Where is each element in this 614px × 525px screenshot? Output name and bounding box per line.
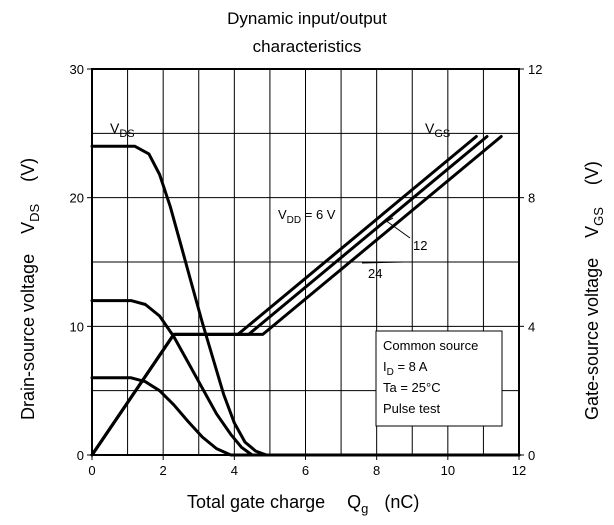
svg-text:Gate-source voltageVGS(V): Gate-source voltageVGS(V) (582, 161, 606, 420)
series-vds-vdd-6 (90, 376, 521, 457)
vdd-6v-label: VDD = 6 V (278, 207, 336, 226)
x-tick-label: 2 (160, 463, 167, 478)
y-left-tick-label: 0 (77, 448, 84, 463)
y-right-tick-label: 12 (528, 62, 542, 77)
series-vds-vdd-12 (90, 299, 521, 457)
conditions-box (375, 330, 503, 427)
vdd-12v-pointer (384, 219, 411, 239)
chart-title-line2: characteristics (253, 37, 362, 56)
x-tick-label: 12 (512, 463, 526, 478)
x-tick-label: 8 (373, 463, 380, 478)
vdd-12v-label: 12 (413, 238, 427, 253)
x-tick-label: 4 (231, 463, 238, 478)
vds-curve-label: VDS (110, 120, 135, 140)
y-right-tick-label: 8 (528, 191, 535, 206)
y-left-tick-label: 20 (70, 191, 84, 206)
conditions-line4: Pulse test (383, 401, 440, 416)
chart-title-line1: Dynamic input/output (227, 9, 387, 28)
vgs-curve-label: VGS (425, 120, 450, 140)
x-tick-label: 6 (302, 463, 309, 478)
svg-text:Drain-source voltageVDS(V): Drain-source voltageVDS(V) (18, 158, 42, 420)
y-left-tick-label: 10 (70, 319, 84, 334)
x-tick-label: 0 (88, 463, 95, 478)
series-vgs-vdd-24 (90, 135, 503, 457)
series-group (90, 135, 521, 457)
y-right-tick-label: 4 (528, 319, 535, 334)
x-tick-label: 10 (441, 463, 455, 478)
y-right-axis-label: Gate-source voltageVGS(V) (582, 161, 606, 420)
grid (92, 69, 519, 455)
series-vds-vdd-24 (90, 144, 521, 457)
vdd-24v-label: 24 (368, 266, 382, 281)
y-right-tick-label: 0 (528, 448, 535, 463)
vdd-6v-pointer (381, 217, 394, 225)
y-left-tick-label: 30 (70, 62, 84, 77)
y-left-axis-label: Drain-source voltageVDS(V) (18, 158, 42, 420)
conditions-line2: ID = 8 A (383, 359, 428, 378)
x-axis-label: Total gate charge Qg (nC) (187, 492, 419, 516)
conditions-line3: Ta = 25°C (383, 380, 441, 395)
vdd-24v-pointer (361, 261, 405, 264)
conditions-line1: Common source (383, 338, 478, 353)
